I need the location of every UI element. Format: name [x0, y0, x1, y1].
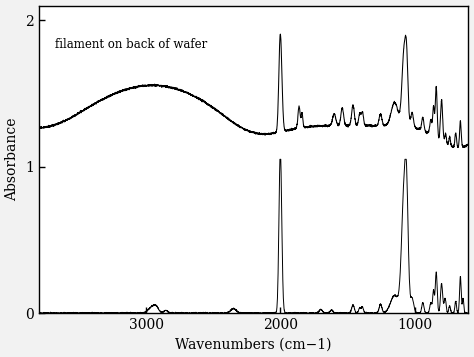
- Y-axis label: Absorbance: Absorbance: [6, 117, 19, 201]
- X-axis label: Wavenumbers (cm−1): Wavenumbers (cm−1): [175, 337, 332, 351]
- Text: filament on back of wafer: filament on back of wafer: [55, 38, 207, 51]
